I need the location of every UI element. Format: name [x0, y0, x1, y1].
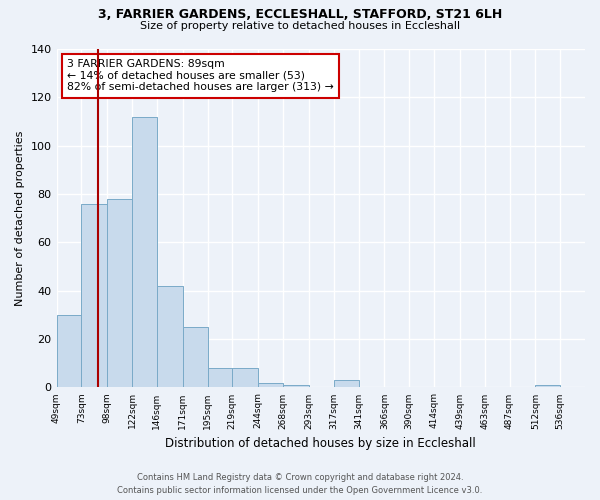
Bar	[157, 286, 183, 388]
Bar	[208, 368, 232, 388]
Text: Size of property relative to detached houses in Eccleshall: Size of property relative to detached ho…	[140, 21, 460, 31]
X-axis label: Distribution of detached houses by size in Eccleshall: Distribution of detached houses by size …	[166, 437, 476, 450]
Bar	[535, 385, 560, 388]
Bar	[183, 327, 208, 388]
Bar	[107, 199, 132, 388]
Text: 3, FARRIER GARDENS, ECCLESHALL, STAFFORD, ST21 6LH: 3, FARRIER GARDENS, ECCLESHALL, STAFFORD…	[98, 8, 502, 20]
Bar	[232, 368, 258, 388]
Bar	[334, 380, 359, 388]
Bar	[82, 204, 107, 388]
Bar	[56, 315, 82, 388]
Text: 3 FARRIER GARDENS: 89sqm
← 14% of detached houses are smaller (53)
82% of semi-d: 3 FARRIER GARDENS: 89sqm ← 14% of detach…	[67, 59, 334, 92]
Y-axis label: Number of detached properties: Number of detached properties	[15, 130, 25, 306]
Bar	[132, 116, 157, 388]
Text: Contains HM Land Registry data © Crown copyright and database right 2024.
Contai: Contains HM Land Registry data © Crown c…	[118, 473, 482, 495]
Bar	[283, 385, 309, 388]
Bar	[258, 382, 283, 388]
